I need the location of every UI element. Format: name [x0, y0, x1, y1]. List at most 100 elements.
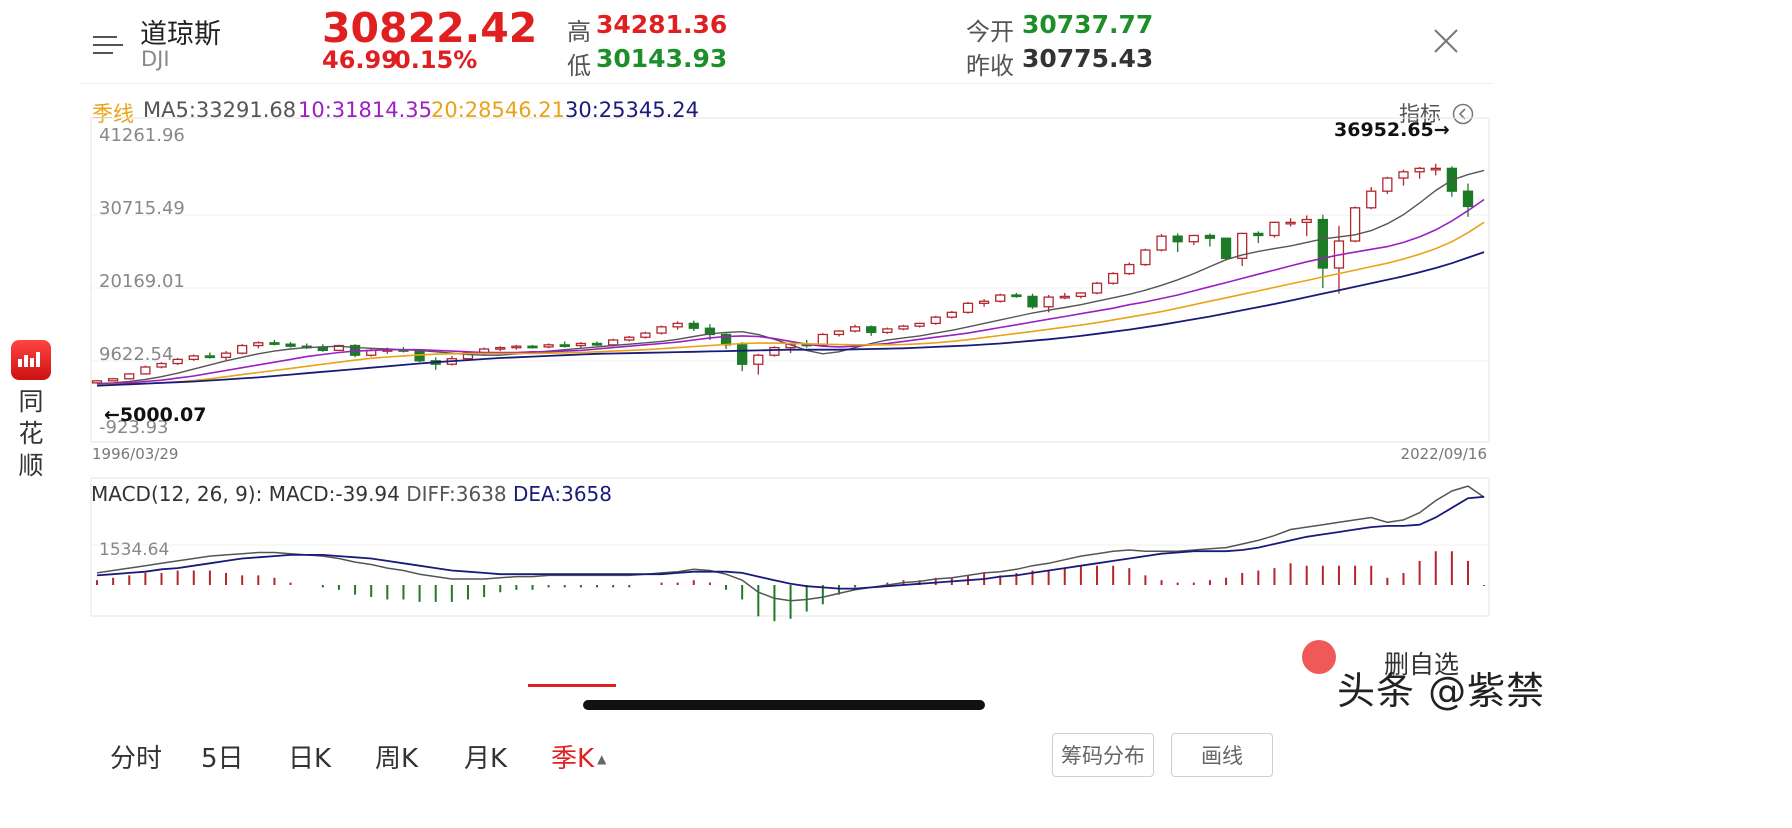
- ma10-line: [96, 198, 1485, 386]
- candle: [672, 322, 683, 328]
- tab-1[interactable]: 5日: [201, 744, 244, 774]
- diff-line: [96, 485, 1485, 602]
- y-axis-label: 9622.54: [99, 344, 173, 365]
- indicator-button[interactable]: 指标: [1399, 98, 1474, 128]
- low-label: 低: [567, 52, 591, 80]
- candle: [285, 343, 296, 347]
- candle: [220, 352, 232, 358]
- candle: [946, 311, 958, 318]
- candle: [269, 342, 280, 345]
- candle: [849, 326, 861, 332]
- start-date-label: 1996/03/29: [92, 445, 178, 463]
- watermark: 头条 @紫禁: [1337, 669, 1546, 713]
- candle: [882, 328, 893, 334]
- candle: [1204, 234, 1216, 239]
- candle: [1043, 296, 1054, 308]
- tab-4[interactable]: 月K: [464, 744, 508, 774]
- candle: [156, 362, 167, 368]
- candle: [866, 326, 877, 334]
- max-price-marker: 36952.65→: [1334, 119, 1450, 141]
- candle: [1011, 294, 1022, 298]
- low-value: 30143.93: [596, 44, 728, 73]
- chip-distribution-button[interactable]: 筹码分布: [1052, 733, 1154, 777]
- diff-value: DIFF:3638: [406, 482, 507, 506]
- price-change: 46.99: [322, 46, 398, 74]
- y-axis-label: 20169.01: [99, 271, 185, 292]
- candle: [640, 332, 651, 338]
- candle: [1382, 177, 1393, 192]
- candle: [543, 344, 554, 348]
- candle: [527, 345, 538, 349]
- candle: [624, 336, 635, 341]
- candle: [1398, 171, 1409, 179]
- indicator-label: 指标: [1399, 102, 1441, 126]
- candle: [753, 354, 764, 365]
- candle: [253, 342, 264, 347]
- candle: [978, 300, 990, 304]
- macd-label: MACD(12, 26, 9):: [91, 482, 263, 506]
- end-date-label: 2022/09/16: [1401, 445, 1487, 463]
- price-change-pct: 0.15%: [394, 46, 478, 74]
- candle: [204, 355, 216, 359]
- index-code: DJI: [141, 47, 170, 71]
- menu-icon[interactable]: [93, 30, 123, 60]
- y-axis-label: 30715.49: [99, 198, 185, 219]
- candle: [914, 322, 925, 327]
- ma30-line: [96, 251, 1485, 387]
- tab-3[interactable]: 周K: [375, 744, 419, 774]
- candle: [1414, 167, 1425, 173]
- close-icon[interactable]: [1433, 28, 1459, 58]
- high-value: 34281.36: [596, 10, 728, 39]
- candle: [124, 373, 135, 380]
- candle: [91, 380, 103, 384]
- home-indicator[interactable]: [583, 700, 985, 710]
- candle: [1349, 207, 1361, 242]
- candle: [511, 345, 522, 349]
- macd-y-label: 1534.64: [99, 540, 169, 560]
- y-axis-label: 41261.96: [99, 125, 185, 146]
- candle: [495, 346, 506, 350]
- candle: [1124, 263, 1135, 275]
- prev-close-label: 昨收: [966, 52, 1014, 80]
- app-name: 同 花 顺: [18, 387, 44, 480]
- candle: [1075, 292, 1087, 298]
- last-price: 30822.42: [322, 4, 538, 52]
- candle: [1140, 249, 1151, 266]
- tab-5[interactable]: 季K ▲: [551, 744, 607, 774]
- candle: [1253, 232, 1264, 237]
- app-logo-icon: [11, 340, 51, 380]
- floating-ball-icon[interactable]: [1302, 640, 1336, 674]
- open-label: 今开: [966, 18, 1014, 46]
- active-tab-underline: [528, 684, 616, 687]
- tab-2[interactable]: 日K: [288, 744, 332, 774]
- candle: [1220, 237, 1232, 259]
- ma5-line: [96, 169, 1485, 385]
- candle: [575, 342, 587, 347]
- ma20-line: [96, 221, 1485, 386]
- candle: [1156, 235, 1167, 251]
- macd-value: MACD:-39.94: [268, 482, 400, 506]
- candle: [1027, 295, 1038, 308]
- candle: [656, 326, 667, 334]
- candle: [1108, 272, 1119, 284]
- draw-line-button[interactable]: 画线: [1171, 733, 1273, 777]
- macd-header: MACD(12, 26, 9): MACD:-39.94 DIFF:3638 D…: [91, 482, 612, 506]
- candle: [1091, 282, 1103, 294]
- candle: [817, 333, 828, 346]
- candle: [414, 350, 425, 362]
- candle: [172, 358, 183, 365]
- candle: [1366, 190, 1377, 209]
- candle: [1269, 221, 1280, 237]
- tonghuashun-app[interactable]: 同 花 顺: [11, 340, 51, 482]
- candle: [591, 342, 603, 346]
- tab-0[interactable]: 分时: [110, 744, 163, 774]
- remove-watchlist-button[interactable]: 删自选: [1384, 650, 1460, 679]
- candle: [1301, 218, 1312, 223]
- candle: [962, 302, 974, 313]
- candle: [833, 330, 845, 336]
- header-divider: [80, 83, 1492, 84]
- candle: [898, 325, 909, 330]
- candle: [769, 346, 780, 356]
- candle: [237, 344, 248, 354]
